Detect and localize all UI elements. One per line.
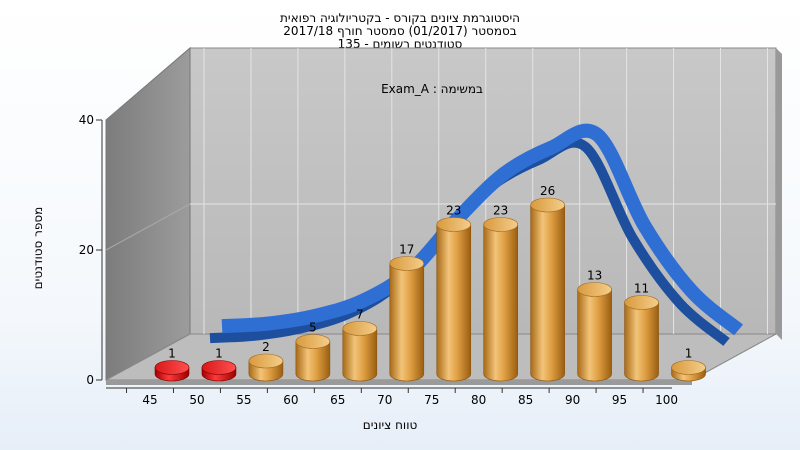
bar-value-label: 7 [356,308,364,322]
x-tick-label: 95 [612,393,627,407]
right-wall-edge [776,48,782,340]
x-tick-label: 55 [236,393,251,407]
bar-top [154,360,190,375]
bar-70: 17 [389,243,425,382]
bar-value-label: 5 [309,321,317,335]
bar-body [483,224,518,382]
bar-body [530,204,565,382]
y-tick-label: 20 [79,243,94,257]
x-tick-label: 65 [330,393,345,407]
chart-header: היסטוגרמת ציונים בקורס - בקטריולוגיה רפו… [200,12,600,51]
y-axis-label: מספר סטודנטים [31,206,45,290]
bar-top [342,321,378,336]
task-annotation: Exam_A : במשימה [381,82,483,96]
bar-top [671,360,706,375]
bar-value-label: 1 [215,347,223,361]
bar-body [389,263,425,382]
bar-60: 5 [295,321,331,382]
x-tick-label: 45 [142,393,157,407]
bar-95: 11 [624,282,659,382]
bar-top [201,360,237,375]
bar-body [624,302,659,382]
bar-top [624,295,659,310]
x-tick-label: 60 [283,393,298,407]
bar-value-label: 13 [587,269,602,283]
chart-header-line-1: היסטוגרמת ציונים בקורס - בקטריולוגיה רפו… [280,11,520,25]
chart-header-line-3: סטודנטים רשומים - 135 [337,37,463,51]
bar-45: 1 [154,347,190,382]
bar-value-label: 11 [634,282,649,296]
bar-90: 13 [577,269,612,382]
y-tick-label: 40 [79,113,94,127]
chart-header-line-2: בסמסטר (01/2017) סמסטר חורף 2017/18 [283,24,517,38]
bar-50: 1 [201,347,237,382]
bar-top [530,197,565,213]
bar-top [436,217,472,232]
x-tick-label: 75 [424,393,439,407]
bar-top [248,353,284,369]
x-axis-label: טווח ציונים [362,418,418,432]
bar-75: 23 [436,204,472,382]
x-tick-label: 90 [565,393,580,407]
floor-front-edge [106,380,692,385]
bar-top [295,334,331,349]
grid-line-side [105,203,191,251]
bar-100: 1 [671,347,706,382]
x-tick-label: 100 [655,393,678,407]
x-tick-label: 50 [189,393,204,407]
bar-value-label: 1 [685,347,693,361]
bar-value-label: 2 [262,340,270,354]
bar-body [577,289,612,382]
bar-body [342,328,378,382]
x-tick-label: 80 [471,393,486,407]
bar-body [436,224,472,382]
bar-value-label: 26 [540,184,555,198]
bar-55: 2 [248,340,284,382]
x-tick-label: 85 [518,393,533,407]
bar-65: 7 [342,308,378,382]
distribution-curve [221,123,743,336]
y-tick-label: 0 [86,373,94,387]
x-tick-label: 70 [377,393,392,407]
bar-value-label: 1 [168,347,176,361]
bar-value-label: 23 [446,204,461,218]
bar-80: 23 [483,204,518,382]
bar-value-label: 17 [399,243,414,257]
bar-body [295,341,331,382]
bar-top [577,282,612,297]
bar-top [389,256,425,271]
side-wall [105,46,191,381]
bar-value-label: 23 [493,204,508,218]
bar-top [483,217,518,232]
bar-85: 26 [530,184,565,382]
